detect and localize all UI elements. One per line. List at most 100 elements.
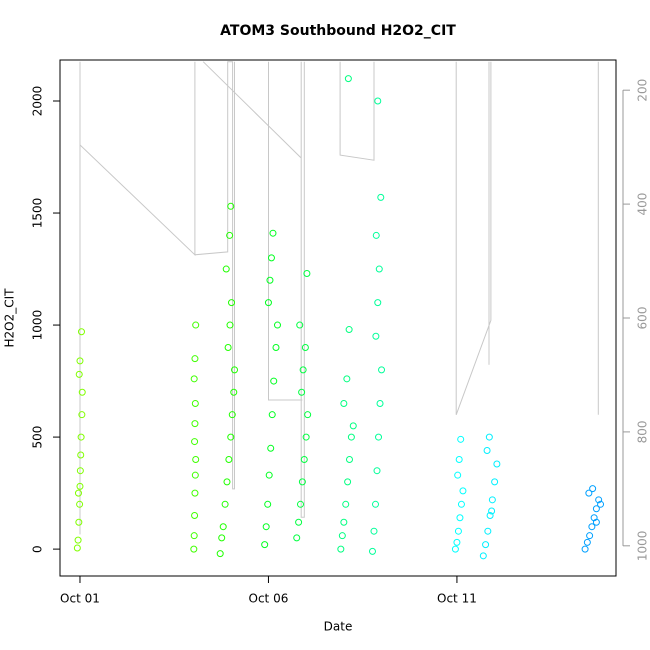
- data-point: [77, 451, 85, 459]
- data-point: [226, 321, 234, 329]
- data-point: [296, 500, 304, 508]
- data-point: [230, 388, 238, 396]
- data-point: [375, 265, 383, 273]
- data-point: [227, 433, 235, 441]
- data-point: [191, 420, 199, 428]
- data-point: [372, 500, 380, 508]
- data-point: [581, 545, 589, 553]
- data-point: [268, 411, 276, 419]
- y2-tick-label: 1000: [636, 531, 650, 562]
- data-point: [453, 538, 461, 546]
- data-point: [491, 478, 499, 486]
- data-point: [270, 377, 278, 385]
- data-point: [76, 482, 84, 490]
- x-tick-label: Oct 06: [249, 592, 289, 606]
- data-point: [76, 357, 84, 365]
- data-point: [78, 388, 86, 396]
- data-point: [224, 343, 232, 351]
- data-point: [488, 496, 496, 504]
- y2-tick-label: 600: [636, 307, 650, 330]
- data-point: [337, 545, 345, 553]
- data-point: [76, 500, 84, 508]
- data-point: [302, 433, 310, 441]
- data-point: [192, 321, 200, 329]
- data-point: [338, 532, 346, 540]
- data-point: [299, 366, 307, 374]
- data-point: [191, 489, 199, 497]
- data-point: [374, 299, 382, 307]
- data-point: [372, 231, 380, 239]
- data-point: [455, 455, 463, 463]
- data-point: [75, 518, 83, 526]
- data-point: [267, 444, 275, 452]
- data-point: [595, 496, 603, 504]
- data-point: [597, 500, 605, 508]
- data-point: [375, 433, 383, 441]
- data-point: [345, 455, 353, 463]
- data-point: [368, 547, 376, 555]
- y-tick-label: 2000: [31, 86, 45, 117]
- y-axis-label: H2O2_CIT: [3, 288, 17, 348]
- data-point: [484, 527, 492, 535]
- data-point: [300, 455, 308, 463]
- data-point: [372, 332, 380, 340]
- data-point: [298, 478, 306, 486]
- data-point: [75, 370, 83, 378]
- plot-frame: [59, 59, 617, 577]
- data-point: [589, 485, 597, 493]
- x-tick-label: Oct 01: [60, 592, 100, 606]
- data-point: [588, 523, 596, 531]
- data-point: [303, 270, 311, 278]
- data-point: [345, 326, 353, 334]
- data-point: [218, 534, 226, 542]
- x-axis-label: Date: [324, 620, 353, 634]
- data-point: [298, 388, 306, 396]
- data-point: [191, 512, 199, 520]
- data-point: [376, 399, 384, 407]
- data-point: [451, 545, 459, 553]
- data-point: [74, 536, 82, 544]
- y-tick-label: 500: [31, 426, 45, 449]
- data-point: [374, 97, 382, 105]
- data-point: [77, 328, 85, 336]
- data-point: [486, 512, 494, 520]
- data-point: [457, 435, 465, 443]
- data-point: [228, 299, 236, 307]
- data-point: [583, 538, 591, 546]
- data-point: [483, 447, 491, 455]
- data-point: [456, 514, 464, 522]
- data-point: [592, 505, 600, 513]
- data-point: [349, 422, 357, 430]
- data-point: [265, 471, 273, 479]
- data-point: [267, 254, 275, 262]
- data-point: [454, 527, 462, 535]
- data-point: [77, 433, 85, 441]
- data-point: [222, 265, 230, 273]
- data-point: [76, 467, 84, 475]
- data-point: [485, 433, 493, 441]
- y-tick-label: 1500: [31, 198, 45, 229]
- data-point: [304, 411, 312, 419]
- data-point: [191, 355, 199, 363]
- data-point: [219, 523, 227, 531]
- data-point: [221, 500, 229, 508]
- data-point: [378, 366, 386, 374]
- y-tick-label: 1000: [31, 310, 45, 341]
- data-point: [586, 532, 594, 540]
- data-point: [479, 552, 487, 560]
- data-point: [262, 523, 270, 531]
- y2-tick-label: 200: [636, 79, 650, 102]
- data-point: [293, 534, 301, 542]
- data-point: [273, 321, 281, 329]
- y2-tick-label: 800: [636, 420, 650, 443]
- data-point: [454, 471, 462, 479]
- data-point: [296, 321, 304, 329]
- data-point: [227, 202, 235, 210]
- data-point: [231, 366, 239, 374]
- y-tick-label: 0: [31, 545, 45, 553]
- data-point: [342, 500, 350, 508]
- data-point: [264, 500, 272, 508]
- data-point: [264, 299, 272, 307]
- data-point: [191, 471, 199, 479]
